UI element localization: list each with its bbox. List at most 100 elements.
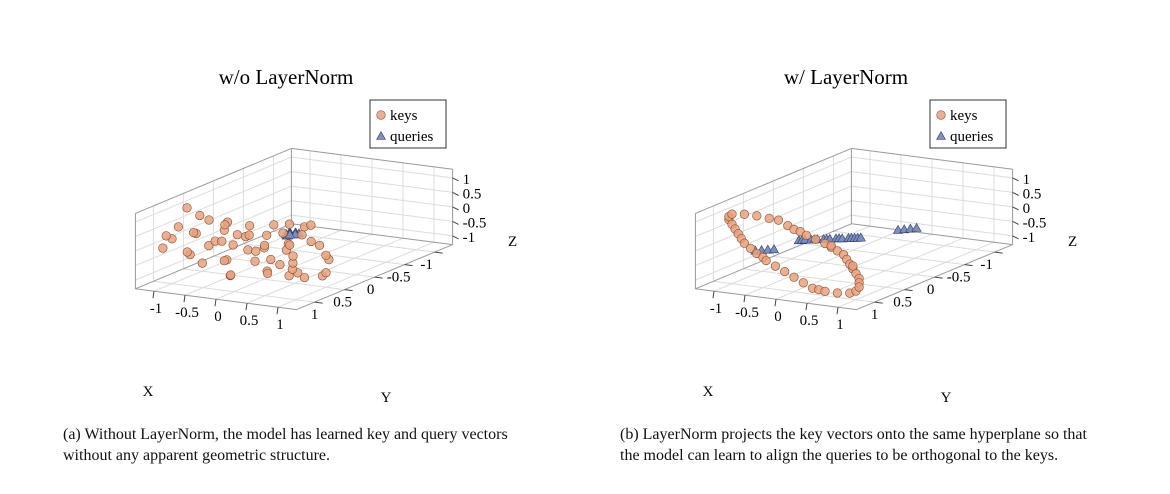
x-tick-mark: [344, 289, 353, 292]
x-tick-mark: [964, 264, 973, 267]
z-tick-label: -0.5: [463, 215, 487, 231]
gridline: [743, 268, 905, 291]
key-point: [727, 209, 737, 219]
y-axis-label: Y: [381, 390, 392, 406]
key-point: [220, 220, 230, 230]
y-tick-label: -1: [150, 301, 163, 317]
y-tick-label: 1: [836, 317, 844, 333]
y-tick-mark: [774, 299, 777, 307]
y-tick-mark: [245, 303, 248, 311]
key-point: [259, 240, 270, 250]
z-tick-mark: [452, 206, 459, 211]
key-point: [228, 240, 238, 250]
x-tick-label: -0.5: [947, 270, 971, 286]
y-tick-label: 1: [276, 317, 284, 333]
z-tick-mark: [452, 191, 459, 196]
caption-a: (a) Without LayerNorm, the model has lea…: [63, 426, 508, 464]
y-tick-mark: [836, 307, 839, 315]
x-tick-label: -1: [980, 257, 993, 273]
key-point: [182, 203, 192, 213]
gridline: [135, 156, 292, 223]
legend-keys-label: keys: [950, 108, 978, 124]
key-point: [832, 288, 843, 298]
x-tick-mark: [374, 276, 383, 279]
legend-keys-label: keys: [390, 108, 418, 124]
z-tick-label: -1: [1023, 230, 1036, 246]
query-point: [855, 232, 866, 242]
y-tick-mark: [183, 295, 186, 303]
gridline: [135, 171, 292, 238]
x-axis-label: X: [703, 384, 714, 400]
x-tick-label: 0.5: [893, 295, 912, 311]
z-tick-mark: [1012, 220, 1019, 225]
x-tick-mark: [904, 289, 913, 292]
gridline: [851, 171, 1013, 193]
chart-title: w/o LayerNorm: [219, 65, 354, 89]
query-point: [768, 244, 780, 254]
legend-box: [369, 99, 447, 149]
gridline: [277, 241, 435, 308]
z-tick-label: 0: [1023, 201, 1031, 217]
key-point: [189, 228, 199, 238]
legend-keys-marker: [936, 110, 946, 120]
key-point: [263, 268, 273, 278]
key-point: [204, 241, 214, 251]
key-point: [739, 238, 750, 248]
chart-title: w/ LayerNorm: [784, 65, 908, 89]
z-axis-label: Z: [1068, 234, 1077, 250]
gridline: [291, 185, 453, 208]
key-point: [321, 250, 331, 260]
z-tick-label: -0.5: [1023, 215, 1047, 231]
key-point: [299, 272, 310, 283]
legend-queries-label: queries: [390, 129, 433, 145]
key-point: [182, 247, 192, 257]
key-point: [288, 251, 298, 261]
z-tick-mark: [1012, 206, 1019, 211]
axis-edge: [291, 147, 453, 170]
key-point: [826, 241, 836, 251]
caption-b: (b) LayerNorm projects the key vectors o…: [620, 426, 1087, 464]
key-point: [195, 210, 205, 221]
y-tick-label: -0.5: [735, 305, 759, 321]
z-tick-label: 0: [463, 201, 471, 217]
key-point: [770, 261, 781, 271]
key-point: [284, 219, 295, 229]
key-point: [752, 211, 762, 221]
key-point: [306, 236, 316, 247]
z-tick-mark: [1012, 235, 1019, 240]
x-tick-label: 0: [367, 282, 375, 298]
key-point: [854, 282, 864, 292]
z-tick-mark: [452, 220, 459, 225]
gridline: [153, 280, 315, 303]
key-point: [266, 254, 276, 265]
z-axis-label: Z: [508, 234, 517, 250]
x-tick-label: 1: [871, 307, 879, 323]
z-tick-label: 1: [1023, 172, 1031, 188]
key-point: [251, 246, 261, 256]
x-tick-label: 1: [311, 307, 319, 323]
key-point: [315, 240, 325, 250]
key-point: [789, 272, 799, 282]
axis-edge: [851, 147, 1013, 170]
gridline: [183, 268, 345, 291]
key-point: [232, 230, 242, 240]
y-tick-mark: [276, 307, 279, 315]
key-point: [848, 261, 858, 271]
key-point: [158, 243, 168, 253]
y-tick-label: 0.5: [240, 313, 259, 329]
gridline: [837, 241, 995, 308]
z-tick-mark: [452, 177, 459, 182]
gridline: [713, 280, 875, 303]
query-point: [284, 229, 295, 239]
x-tick-mark: [434, 251, 443, 254]
y-tick-mark: [152, 291, 155, 299]
y-tick-label: 0.5: [800, 313, 819, 329]
key-point: [297, 230, 307, 240]
x-tick-label: 0: [927, 282, 935, 298]
axis-edge: [135, 147, 292, 214]
key-point: [219, 256, 229, 266]
key-point: [269, 220, 279, 230]
legend-keys-marker: [376, 110, 386, 120]
